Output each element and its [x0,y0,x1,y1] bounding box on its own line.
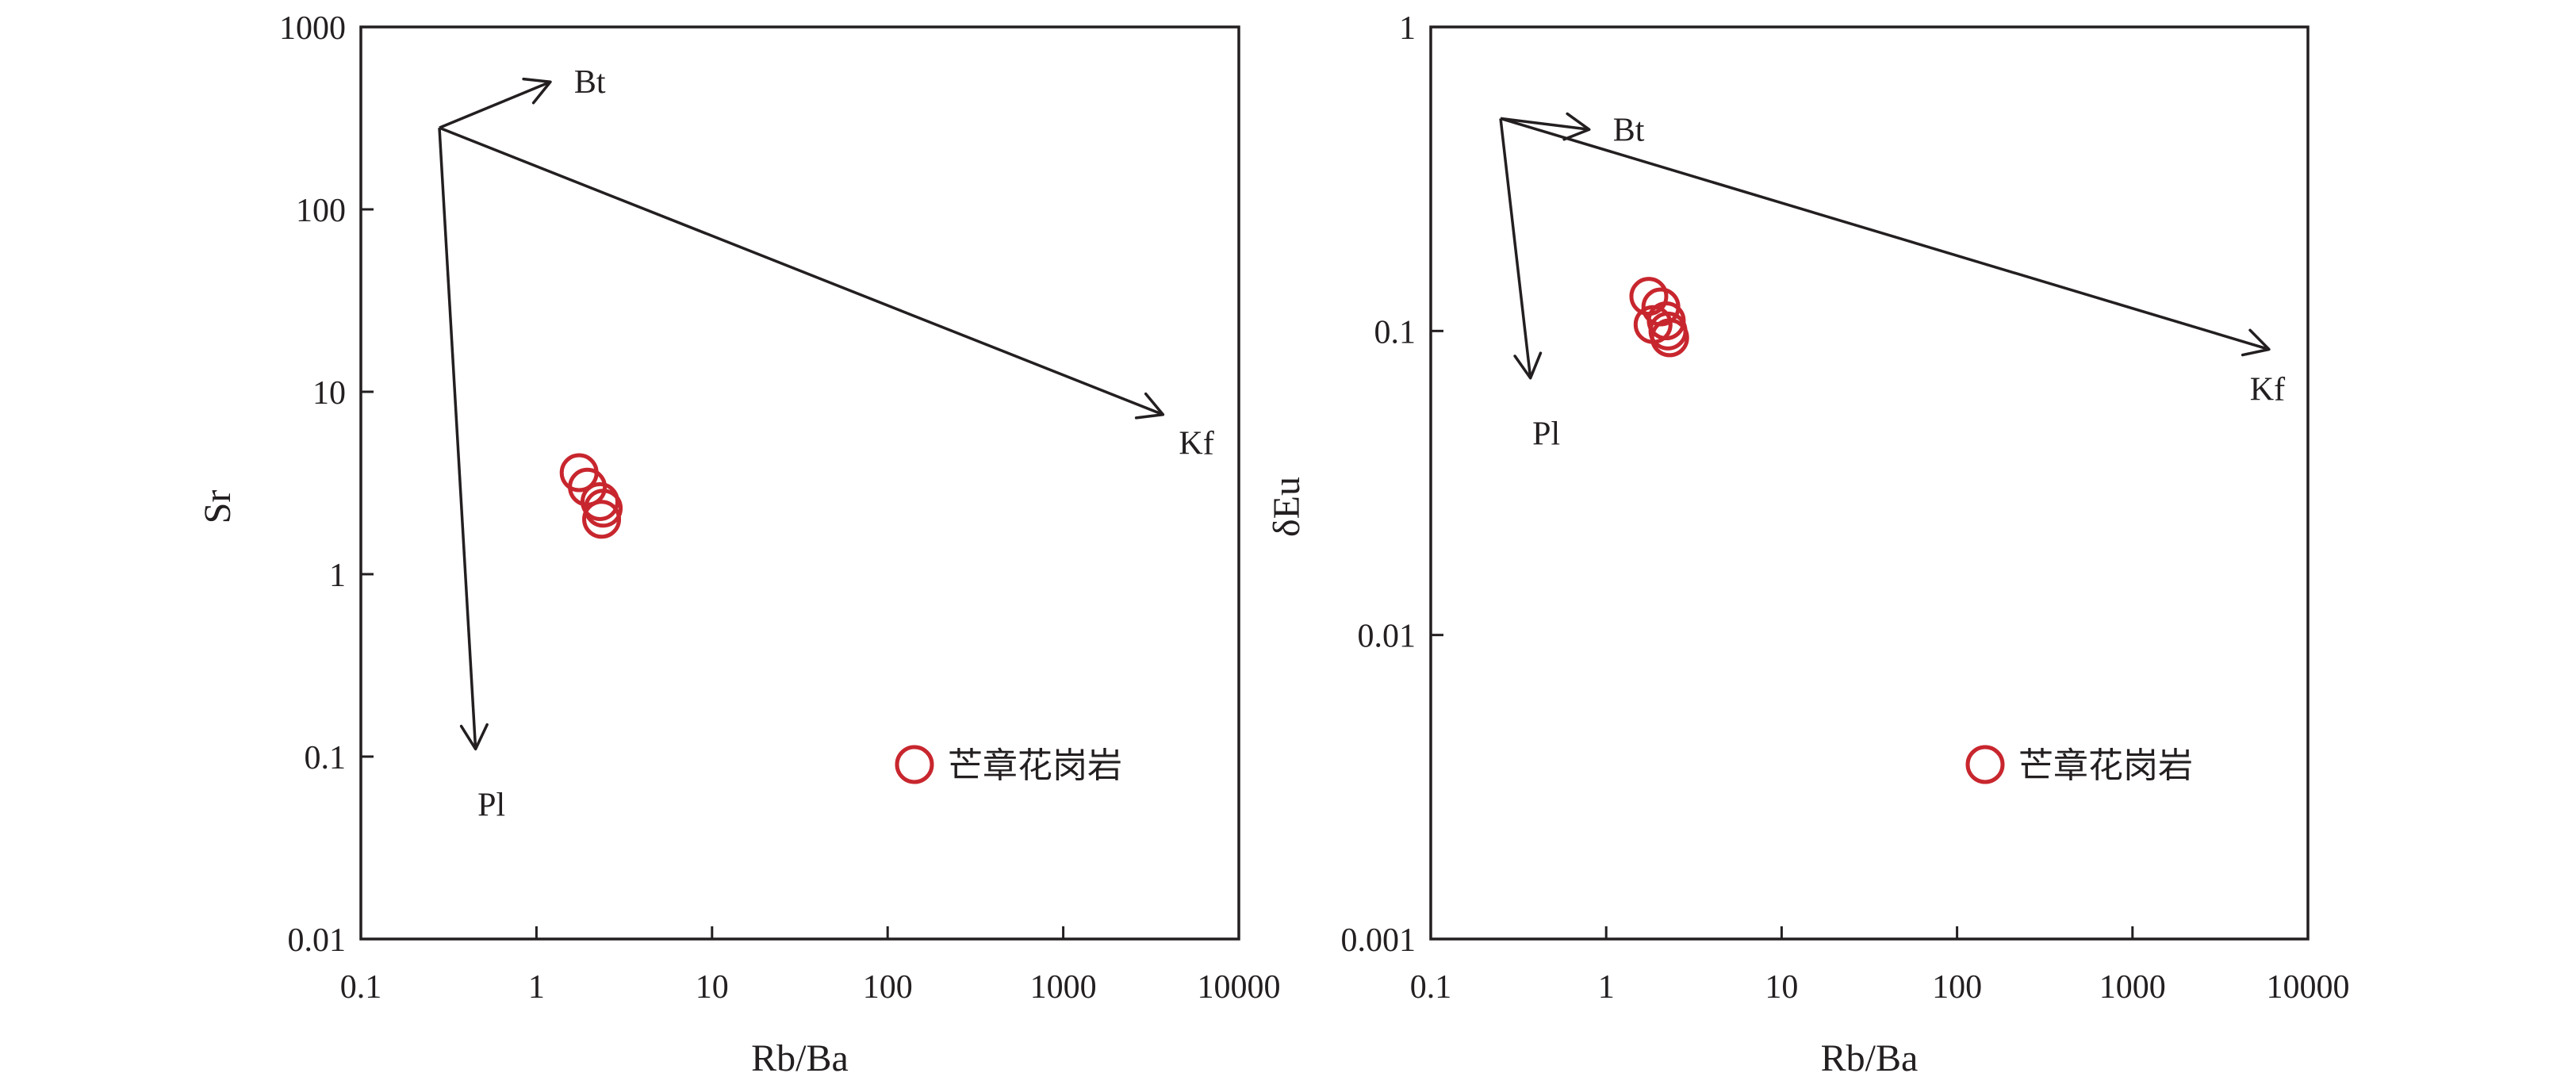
vector-bt-label: Bt [574,64,606,101]
vector-pl-arrowhead [1513,351,1543,380]
x-tick-label: 1000 [1030,969,1097,1006]
y-axis-label: δEu [1266,477,1308,537]
data-point [1650,318,1689,358]
y-tick-label: 1 [329,558,346,594]
vector-kf-label: Kf [1179,426,1213,462]
legend-label: 芒章花岗岩 [948,745,1122,786]
x-axis-label: Rb/Ba [1821,1037,1919,1077]
x-tick-label: 0.1 [340,969,382,1006]
vector-pl-arrowhead [459,722,489,751]
y-tick-label: 1 [1399,10,1416,47]
vector-pl-line [438,128,477,749]
x-tick-label: 10000 [1198,969,1281,1006]
data-point [582,500,622,539]
y-tick-label: 0.01 [1358,619,1416,655]
y-axis-label: Sr [197,490,239,524]
x-tick-label: 10 [1765,969,1798,1006]
plot-frame [359,25,1240,941]
vector-bt-arrowhead [522,77,552,105]
x-tick-label: 10 [696,969,729,1006]
x-tick-label: 0.1 [1410,969,1452,1006]
vector-kf-line [1500,117,2270,351]
plot-frame [1429,25,2310,941]
y-tick-label: 100 [296,193,346,229]
vector-bt-line [1500,117,1589,132]
x-axis-label: Rb/Ba [751,1037,849,1077]
vector-kf-label: Kf [2250,372,2285,408]
legend-label: 芒章花岗岩 [2018,745,2193,786]
chart-panel-left: 0.1 1 10 100 1000 10000 0.01 0.1 1 10 100 1000 Rb/Ba… [197,10,1281,1077]
x-tick-label: 10000 [2267,969,2350,1006]
y-tick-label: 10 [312,375,346,412]
y-tick-label: 0.1 [1374,314,1416,351]
vector-bt-arrowhead [1562,112,1591,141]
data-point [1646,301,1686,341]
y-tick-label: 0.01 [288,922,347,959]
vector-pl-line [1499,118,1532,378]
y-tick-label: 0.1 [305,740,347,776]
vector-kf-line [439,126,1164,416]
chart-panel-right: 0.1 1 10 100 1000 10000 0.001 0.01 0.1 1 Rb/Ba δEu B… [1266,10,2350,1077]
vector-bt-label: Bt [1613,112,1645,148]
legend-marker [895,745,934,784]
vector-pl-label: Pl [477,787,505,823]
y-tick-label: 1000 [279,10,346,47]
x-tick-label: 1 [528,969,545,1006]
x-tick-label: 100 [1932,969,1982,1006]
vector-pl-label: Pl [1532,416,1560,453]
x-tick-label: 1 [1598,969,1615,1006]
x-tick-label: 100 [863,969,913,1006]
y-tick-label: 0.001 [1341,922,1416,959]
vector-kf-arrowhead [2241,328,2271,357]
vector-bt-line [439,80,551,129]
x-tick-label: 1000 [2099,969,2166,1006]
legend-marker [1965,745,2005,784]
vector-kf-arrowhead [1134,392,1165,420]
